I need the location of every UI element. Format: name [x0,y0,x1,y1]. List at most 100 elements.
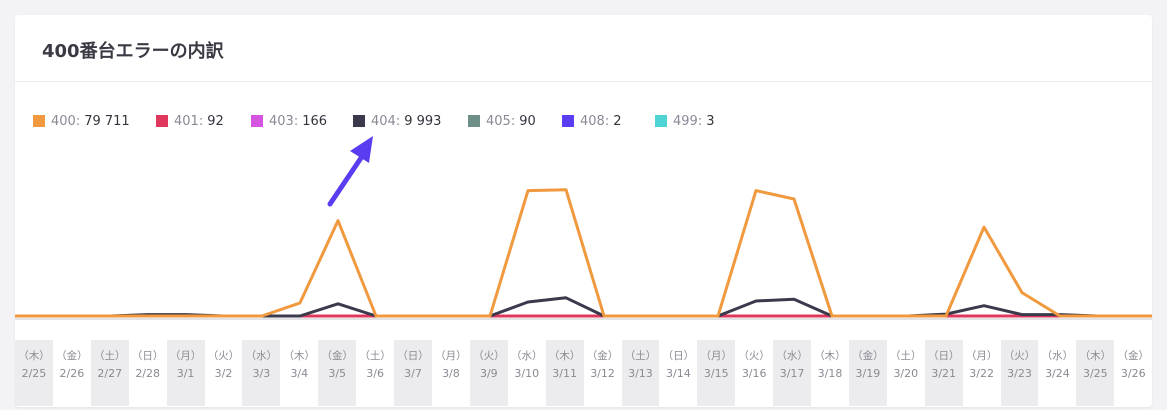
x-tick-3-15: （月） 3/15 [697,340,736,406]
legend-item-404[interactable]: 404: 9 993 [353,113,441,129]
x-axis-date-labels: （木） 2/25 （金） 2/26 （土） 2/27 （日） 2/28 （月） 3/1 （火） 3/2… [15,340,1152,406]
x-tick-2-27: （土） 2/27 [90,340,129,406]
x-tick-date: 3/15 [703,367,729,380]
annotation-layer [327,136,373,207]
x-tick-weekday: （月） [965,350,998,362]
legend-code: 400: [51,113,81,129]
line-chart-plot [15,136,1152,320]
legend-item-408[interactable]: 408: 2 [562,113,621,129]
series-line-404 [15,296,1152,318]
legend-swatch-403 [251,115,263,127]
x-tick-weekday: （日） [131,350,164,362]
x-tick-date: 3/22 [969,367,994,380]
x-tick-weekday: （火） [1003,350,1036,362]
x-tick-date: 3/24 [1045,367,1070,380]
x-tick-date: 3/7 [404,367,422,380]
card-header: 400番台エラーの内訳 [15,15,1152,82]
x-tick-date: 3/6 [366,367,384,380]
x-tick-weekday: （水） [776,350,808,362]
annotation-arrow-shaft [327,152,366,207]
legend-item-401[interactable]: 401: 92 [156,113,224,129]
legend-swatch-408 [562,115,574,127]
legend-code: 499: [673,113,703,129]
x-tick-3-10: （水） 3/10 [508,340,546,406]
x-tick-weekday: （火） [207,350,240,362]
x-tick-weekday: （月） [169,350,202,362]
x-tick-weekday: （火） [738,350,770,362]
x-tick-weekday: （日） [927,350,960,362]
legend-item-405[interactable]: 405: 90 [468,113,536,129]
x-tick-3-11: （木） 3/11 [545,340,584,406]
x-tick-3-7: （日） 3/7 [394,340,432,406]
x-tick-date: 3/4 [290,367,309,380]
legend-count: 3 [706,113,715,129]
legend-count: 166 [302,113,328,129]
x-tick-weekday: （金） [321,350,353,362]
x-tick-weekday: （土） [624,350,657,362]
legend-swatch-401 [156,115,168,127]
x-tick-date: 3/26 [1120,367,1146,380]
x-tick-3-8: （月） 3/8 [432,340,470,406]
x-tick-date: 3/5 [328,367,347,380]
x-tick-weekday: （木） [548,350,581,362]
x-tick-date: 2/26 [59,367,85,380]
legend-item-403[interactable]: 403: 166 [251,113,327,129]
x-tick-date: 3/17 [779,367,805,380]
x-tick-weekday: （日） [397,350,429,362]
x-tick-weekday: （金） [852,350,884,362]
x-tick-2-25: （木） 2/25 [15,340,53,406]
x-tick-date: 3/18 [817,367,843,380]
legend-code: 404: [371,113,401,129]
legend-item-400[interactable]: 400: 79 711 [33,113,130,129]
x-tick-3-1: （月） 3/1 [166,340,205,406]
x-tick-2-26: （金） 2/26 [53,340,91,406]
x-tick-3-6: （土） 3/6 [356,340,394,406]
x-tick-date: 3/12 [590,367,615,380]
series-layer [15,188,1152,320]
annotation-arrow-head [350,136,373,163]
x-tick-date: 3/9 [479,367,498,380]
x-tick-3-16: （火） 3/16 [735,340,773,406]
x-tick-3-4: （木） 3/4 [280,340,318,406]
x-tick-3-26: （金） 3/26 [1114,340,1152,406]
chart-card: 400番台エラーの内訳 400: 79 711 401: 92 403: 166 404: 9… [15,15,1152,407]
legend-swatch-400 [33,115,45,127]
x-tick-date: 3/14 [666,367,691,380]
x-tick-date: 3/11 [552,367,577,380]
legend-item-499[interactable]: 499: 3 [655,113,714,129]
x-tick-weekday: （木） [814,350,846,362]
x-tick-weekday: （金） [1117,350,1149,362]
x-tick-date: 3/3 [252,367,271,380]
legend-swatch-404 [353,115,365,127]
x-tick-3-3: （水） 3/3 [242,340,281,406]
x-tick-date: 3/8 [442,367,460,380]
x-tick-2-28: （日） 2/28 [129,340,167,406]
x-tick-3-12: （金） 3/12 [584,340,622,406]
x-tick-weekday: （水） [1041,350,1074,362]
x-tick-date: 3/19 [855,367,881,380]
x-tick-3-19: （金） 3/19 [848,340,887,406]
x-tick-weekday: （木） [18,350,50,362]
x-tick-weekday: （水） [510,350,543,362]
legend-code: 408: [580,113,610,129]
x-tick-date: 3/23 [1007,367,1032,380]
x-tick-date: 3/25 [1082,367,1108,380]
x-tick-weekday: （土） [890,350,922,362]
x-tick-3-14: （日） 3/14 [659,340,697,406]
x-tick-weekday: （木） [1079,350,1112,362]
x-tick-3-13: （土） 3/13 [621,340,660,406]
legend-count: 90 [519,113,536,129]
legend-swatch-405 [468,115,480,127]
x-tick-3-23: （火） 3/23 [1000,340,1039,406]
x-tick-3-9: （火） 3/9 [469,340,508,406]
x-tick-3-25: （木） 3/25 [1076,340,1115,406]
x-tick-weekday: （金） [56,350,88,362]
x-tick-date: 3/10 [514,367,540,380]
legend-count: 79 711 [84,113,130,129]
legend-code: 405: [486,113,516,129]
x-tick-weekday: （土） [359,350,391,362]
x-tick-date: 2/27 [97,367,123,380]
x-tick-date: 3/1 [176,367,195,380]
legend-swatch-499 [655,115,667,127]
x-tick-weekday: （木） [283,350,316,362]
